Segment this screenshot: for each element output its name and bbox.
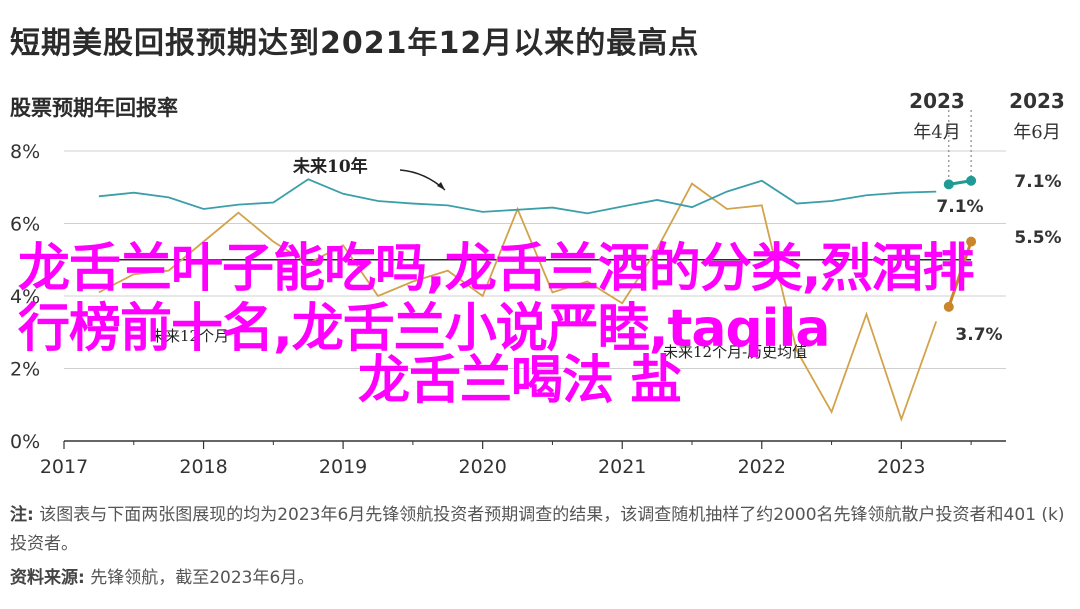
y-tick-label: 0% <box>10 431 40 453</box>
data-label-12m-apr: 3.7% <box>955 325 1002 345</box>
series-label-12-month: 未来12个月 <box>150 327 229 345</box>
x-tick-label: 2023 <box>877 456 925 478</box>
x-tick-label: 2022 <box>738 456 786 478</box>
annotation-apr-month: 年4月 <box>913 122 960 143</box>
x-tick-label: 2020 <box>458 456 506 478</box>
series-end-segment-12-month <box>947 241 973 308</box>
chart-subtitle: 股票预期年回报率 <box>10 96 178 120</box>
y-tick-label: 4% <box>10 286 40 308</box>
y-axis-ticks: 0% 2% 4% 6% 8% <box>10 141 40 453</box>
data-label-12m-jun: 5.5% <box>1014 228 1061 248</box>
arrow-head-10-year <box>437 182 445 190</box>
line-chart: 0%2%4%6%8% 2017 2018 2019 2020 2021 2022 2023 … <box>10 89 1065 478</box>
x-tick-label: 2019 <box>319 456 367 478</box>
x-axis-ticks: 2017 2018 2019 2020 2021 2022 2023 <box>40 441 972 478</box>
overlay-text-line-2: 行榜前十名,龙舌兰小说严睦,taqila <box>18 299 830 359</box>
annotation-jun-month: 年6月 <box>1013 122 1060 143</box>
data-point-10y-jun-2023 <box>966 175 977 186</box>
x-tick-label: 2021 <box>598 456 646 478</box>
source-text: 先锋领航，截至2023年6月。 <box>90 568 315 588</box>
y-tick-label: 8% <box>10 141 40 163</box>
arrow-10-year <box>399 169 446 191</box>
grid-lines <box>64 150 1006 442</box>
series-label-12m-average: 未来12个月-历史均值 <box>663 343 807 361</box>
source-label: 资料来源: <box>10 568 85 588</box>
data-label-10y-jun: 7.1% <box>1014 172 1061 192</box>
note-text: 该图表与下面两张图展现的均为2023年6月先锋领航投资者预期调查的结果，该调查随… <box>10 505 1065 554</box>
x-tick-label: 2018 <box>179 456 227 478</box>
y-tick-label: 2% <box>10 359 40 381</box>
data-point-10y-apr-2023 <box>943 179 954 190</box>
y-tick-label: 6% <box>10 214 40 236</box>
chart-title: 短期美股回报预期达到2021年12月以来的最高点 <box>10 26 700 61</box>
series-label-10-year: 未来10年 <box>292 156 368 177</box>
chart-source: 资料来源: 先锋领航，截至2023年6月。 <box>10 563 314 588</box>
overlay-text-line-1: 龙舌兰叶子能吃吗,龙舌兰酒的分类,烈酒排 <box>18 239 975 299</box>
annotation-jun-year: 2023 <box>1009 89 1065 113</box>
overlay-text-line-3: 龙舌兰喝法 盐 <box>358 351 682 411</box>
series-line-10-year <box>98 178 937 215</box>
data-point-12m-apr-2023 <box>943 301 954 312</box>
data-point-12m-jun-2023 <box>966 236 977 247</box>
data-label-10y-apr: 7.1% <box>936 197 983 217</box>
note-label: 注: <box>10 505 34 525</box>
x-tick-label: 2017 <box>40 456 88 478</box>
chart-note: 注: 该图表与下面两张图展现的均为2023年6月先锋领航投资者预期调查的结果，该… <box>10 501 1070 559</box>
annotation-apr-year: 2023 <box>909 89 965 113</box>
